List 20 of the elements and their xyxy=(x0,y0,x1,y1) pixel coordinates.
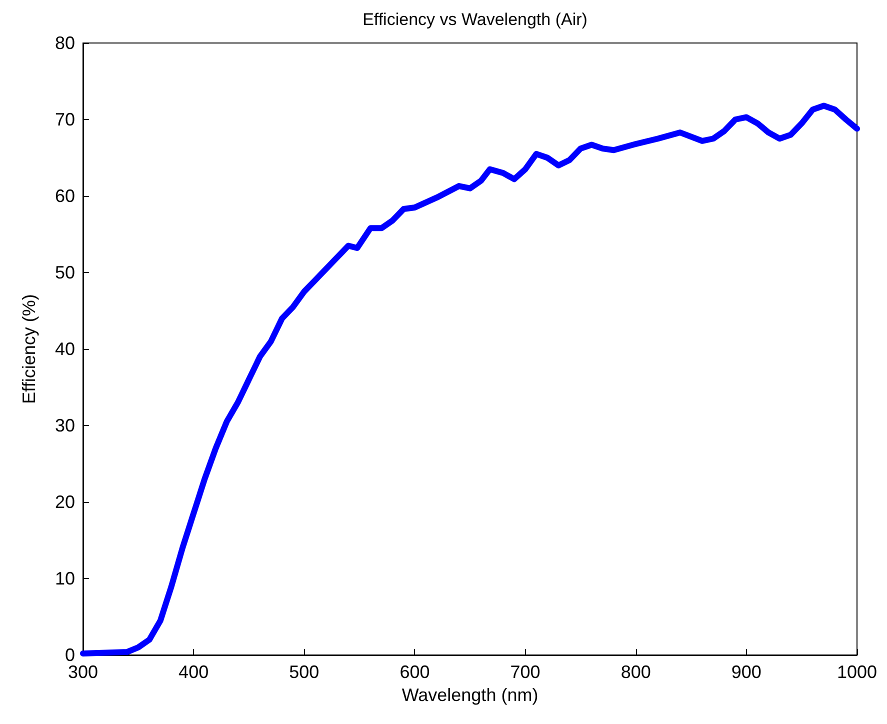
y-tick-label: 70 xyxy=(54,110,75,130)
y-tick-label: 40 xyxy=(54,339,75,359)
x-tick-label: 700 xyxy=(510,662,540,682)
y-tick-label: 0 xyxy=(64,645,75,665)
x-tick-label: 1000 xyxy=(836,662,878,682)
y-tick-label: 60 xyxy=(54,186,75,206)
x-axis-title: Wavelength (nm) xyxy=(402,684,538,705)
y-tick-label: 20 xyxy=(54,492,75,512)
x-tick-label: 300 xyxy=(68,662,98,682)
x-tick-label: 800 xyxy=(620,662,651,682)
x-tick-label: 600 xyxy=(400,662,430,682)
x-tick-label: 500 xyxy=(289,662,320,682)
x-tick-label: 900 xyxy=(731,662,762,682)
y-tick-label: 30 xyxy=(54,416,75,436)
y-tick-label: 80 xyxy=(54,33,75,53)
y-tick-label: 50 xyxy=(54,262,75,282)
y-tick-label: 10 xyxy=(54,568,75,588)
chart-title: Efficiency vs Wavelength (Air) xyxy=(362,10,588,29)
x-tick-label: 400 xyxy=(178,662,209,682)
y-axis-title: Efficiency (%) xyxy=(19,294,39,404)
